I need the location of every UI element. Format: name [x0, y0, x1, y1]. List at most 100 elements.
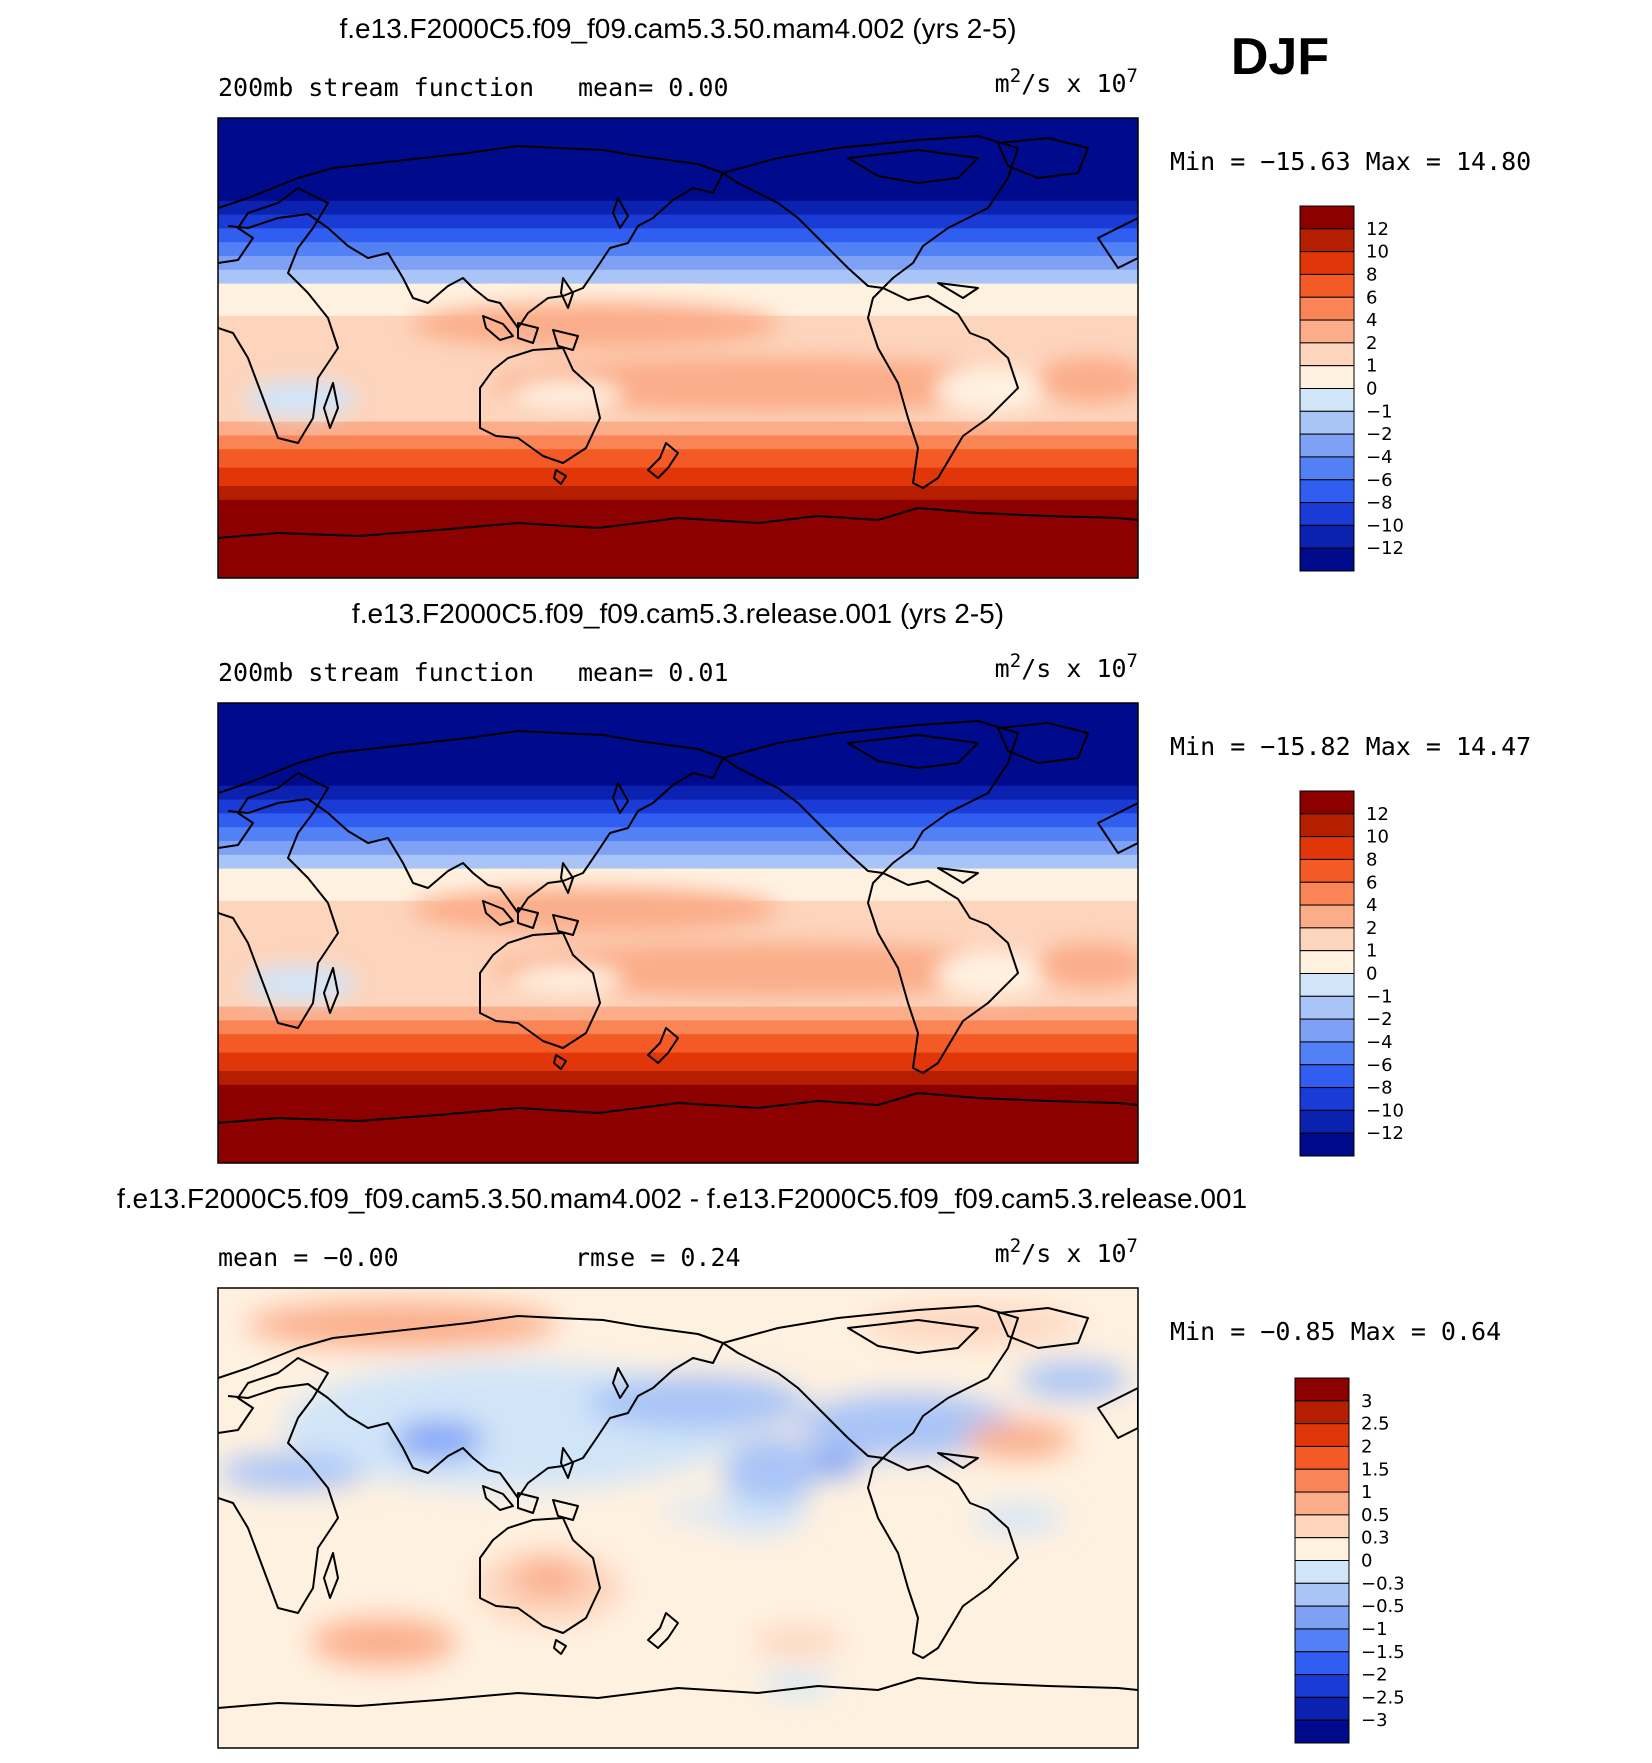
colorbar-swatch [1299, 790, 1355, 815]
colorbar-swatch [1299, 273, 1355, 298]
colorbar-tick-label: 2.5 [1361, 1414, 1390, 1435]
colorbar-swatch [1299, 228, 1355, 253]
colorbar-swatch [1299, 813, 1355, 838]
contour-region [245, 380, 356, 417]
contour-band [218, 200, 1138, 216]
colorbar-tick-label: 1.5 [1361, 1459, 1390, 1480]
colorbar-tick-label: 1 [1361, 1482, 1372, 1503]
contour-band [218, 421, 1138, 436]
min-max-label: Min = −0.85 Max = 0.64 [1170, 1317, 1501, 1346]
panel-control: f.e13.F2000C5.f09_f09.cam5.3.release.001… [217, 598, 1531, 1164]
contour-region [586, 1375, 807, 1431]
contour-band [218, 1084, 1138, 1163]
contour-region [963, 1421, 1074, 1459]
colorbar-swatch [1299, 502, 1355, 526]
colorbar-swatch [1299, 950, 1355, 974]
contour-band [218, 435, 1138, 450]
colorbar-swatch [1294, 1514, 1350, 1539]
contour-region [218, 1453, 366, 1491]
colorbar-swatch [1299, 995, 1355, 1020]
contour-region [494, 942, 1046, 998]
contour-band [218, 854, 1138, 870]
colorbar-tick-label: −2 [1361, 1665, 1388, 1686]
mean-label: mean = −0.00 [218, 1243, 399, 1272]
contour-band [218, 214, 1138, 229]
colorbar-swatch [1299, 365, 1355, 389]
units-label: m2/s x 107 [995, 1235, 1138, 1268]
colorbar-swatch [1299, 456, 1355, 481]
contour-region [935, 951, 1046, 998]
colorbar-tick-label: 6 [1366, 287, 1377, 308]
colorbar-tick-label: −2 [1366, 1009, 1393, 1030]
contour-region [411, 302, 780, 348]
colorbar-swatch [1299, 433, 1355, 458]
colorbar-swatch [1294, 1445, 1350, 1470]
contour-band [218, 118, 1138, 202]
contour-band [218, 1034, 1138, 1054]
colorbar-swatch [1299, 410, 1355, 435]
map-plot [217, 1287, 1139, 1749]
colorbar-swatch [1299, 547, 1355, 572]
colorbar-tick-label: 4 [1366, 310, 1377, 331]
rmse-label: rmse = 0.24 [575, 1243, 741, 1272]
contour-band [218, 1020, 1138, 1035]
colorbar-tick-label: 10 [1366, 242, 1389, 263]
units-label: m2/s x 107 [995, 65, 1138, 98]
colorbar-tick-label: 0.5 [1361, 1505, 1390, 1526]
colorbar-tick-label: 12 [1366, 219, 1389, 240]
contour-region [724, 1435, 816, 1509]
contour-band [218, 1006, 1138, 1021]
contour-region [935, 366, 1046, 413]
contour-band [218, 269, 1138, 285]
colorbar-tick-label: 1 [1366, 356, 1377, 377]
map-frame [217, 702, 1139, 1164]
colorbar-swatch [1294, 1605, 1350, 1630]
colorbar-swatch [1299, 319, 1355, 344]
contour-region [806, 1449, 863, 1477]
mean-label: mean= 0.01 [578, 658, 729, 687]
min-max-label: Min = −15.63 Max = 14.80 [1170, 147, 1531, 176]
contour-band [218, 467, 1138, 487]
colorbar-tick-label: −12 [1366, 1123, 1404, 1144]
colorbar-swatch [1299, 1064, 1355, 1089]
contour-band [218, 1052, 1138, 1072]
colorbar-tick-label: −1 [1361, 1619, 1388, 1640]
colorbar-tick-label: 1 [1366, 941, 1377, 962]
contour-band [218, 486, 1138, 501]
colorbar-swatch [1299, 858, 1355, 883]
colorbar-swatch [1294, 1628, 1350, 1653]
contour-band [218, 827, 1138, 842]
colorbar-swatch [1299, 904, 1355, 929]
colorbar-swatch [1299, 296, 1355, 321]
contour-region [972, 1504, 1065, 1532]
map-plot [217, 702, 1139, 1164]
colorbar-swatch [1299, 342, 1355, 367]
colorbar-swatch [1299, 927, 1355, 952]
colorbar-tick-label: 10 [1366, 827, 1389, 848]
colorbar-swatch [1294, 1468, 1350, 1493]
colorbar-tick-label: 8 [1366, 264, 1377, 285]
contour-region [1036, 357, 1138, 404]
colorbar-swatch [1299, 1087, 1355, 1111]
colorbar-tick-label: −6 [1366, 1055, 1393, 1076]
panel-title: f.e13.F2000C5.f09_f09.cam5.3.release.001… [352, 598, 1004, 629]
map-plot [217, 117, 1139, 579]
colorbar-tick-label: 0 [1366, 379, 1377, 400]
colorbar-swatch [1294, 1651, 1350, 1676]
colorbar-tick-label: 2 [1366, 333, 1377, 354]
colorbar: 32.521.510.50.30−0.3−0.5−1−1.5−2−2.5−3 [1294, 1377, 1405, 1744]
colorbar-tick-label: 6 [1366, 872, 1377, 893]
contour-band [218, 799, 1138, 814]
colorbar-swatch [1294, 1560, 1350, 1584]
panel-title: f.e13.F2000C5.f09_f09.cam5.3.50.mam4.002… [117, 1183, 1247, 1214]
contour-band [218, 703, 1138, 787]
contour-region [512, 380, 623, 408]
contour-region [245, 965, 356, 1002]
colorbar-swatch [1294, 1674, 1350, 1698]
colorbar-swatch [1299, 479, 1355, 504]
colorbar-tick-label: −10 [1366, 515, 1404, 536]
colorbar-tick-label: 4 [1366, 895, 1377, 916]
units-label: m2/s x 107 [995, 650, 1138, 683]
